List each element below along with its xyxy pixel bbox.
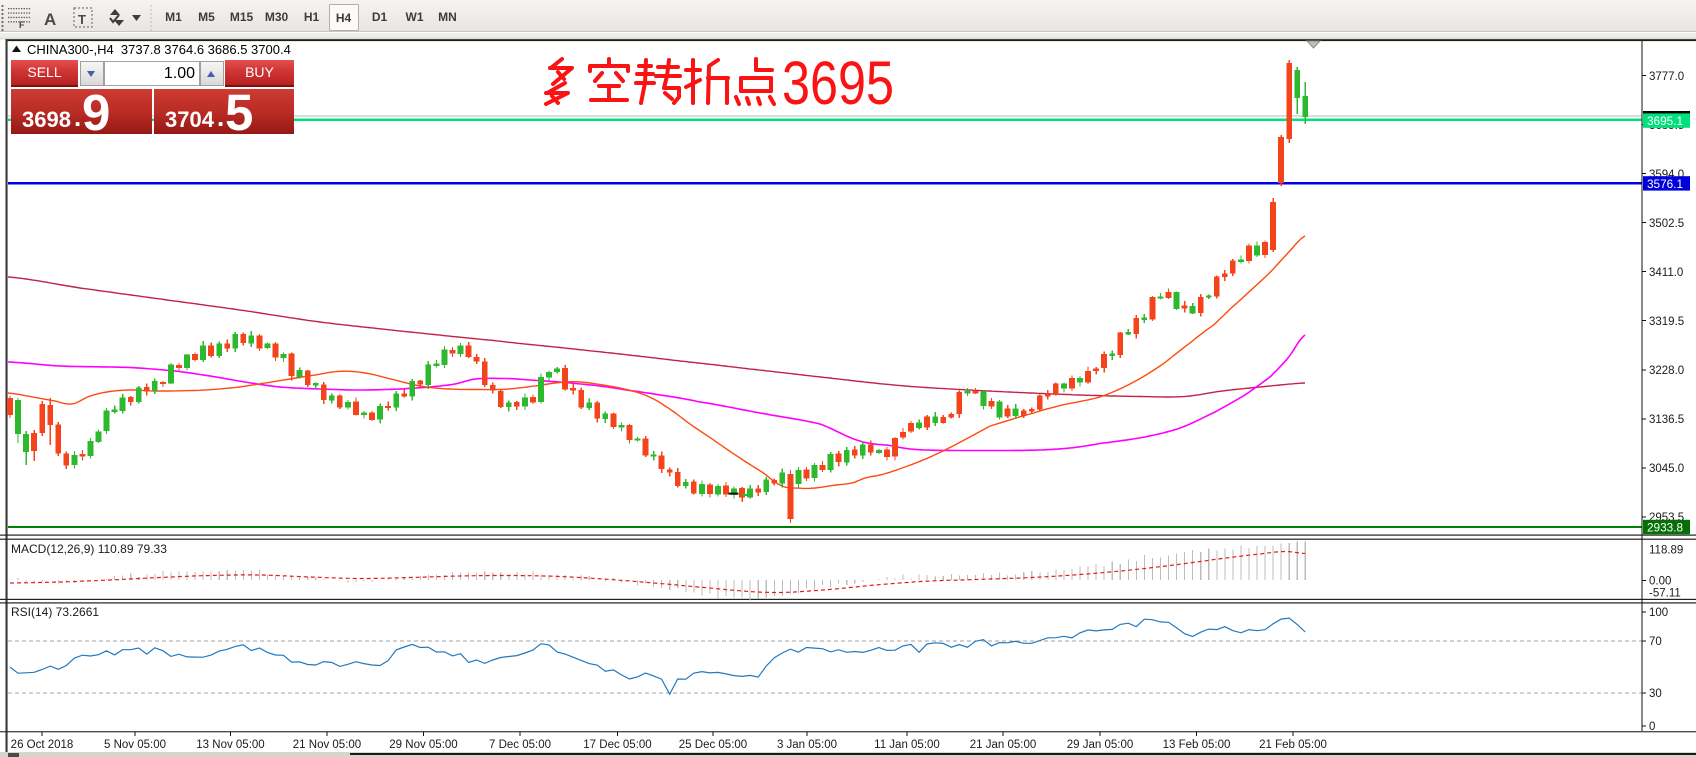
- svg-text:21 Feb 05:00: 21 Feb 05:00: [1259, 739, 1327, 751]
- svg-text:21 Jan 05:00: 21 Jan 05:00: [970, 739, 1037, 751]
- svg-text:3695.1: 3695.1: [1647, 114, 1683, 128]
- svg-text:-57.11: -57.11: [1649, 588, 1681, 600]
- svg-text:RSI(14) 73.2661: RSI(14) 73.2661: [11, 605, 99, 619]
- svg-text:30: 30: [1649, 688, 1662, 700]
- svg-text:3136.5: 3136.5: [1649, 414, 1684, 426]
- svg-text:17 Dec 05:00: 17 Dec 05:00: [583, 739, 651, 751]
- svg-text:21 Nov 05:00: 21 Nov 05:00: [293, 739, 361, 751]
- svg-text:3 Jan 05:00: 3 Jan 05:00: [777, 739, 837, 751]
- svg-text:A: A: [44, 10, 56, 29]
- svg-text:3045.0: 3045.0: [1649, 463, 1684, 475]
- svg-text:3777.0: 3777.0: [1649, 71, 1684, 83]
- svg-text:70: 70: [1649, 636, 1662, 648]
- svg-text:3228.0: 3228.0: [1649, 365, 1684, 377]
- svg-text:3319.5: 3319.5: [1649, 316, 1684, 328]
- svg-text:F: F: [19, 20, 25, 30]
- svg-text:118.89: 118.89: [1649, 545, 1683, 557]
- svg-text:3502.5: 3502.5: [1649, 218, 1684, 230]
- svg-text:13 Feb 05:00: 13 Feb 05:00: [1163, 739, 1231, 751]
- svg-text:3576.1: 3576.1: [1647, 177, 1683, 191]
- svg-text:29 Nov 05:00: 29 Nov 05:00: [389, 739, 457, 751]
- svg-text:26 Oct 2018: 26 Oct 2018: [11, 739, 74, 751]
- svg-text:2933.8: 2933.8: [1647, 520, 1684, 534]
- svg-text:MACD(12,26,9) 110.89 79.33: MACD(12,26,9) 110.89 79.33: [11, 542, 167, 556]
- svg-text:13 Nov 05:00: 13 Nov 05:00: [196, 739, 264, 751]
- svg-text:29 Jan 05:00: 29 Jan 05:00: [1067, 739, 1134, 751]
- svg-text:0: 0: [1649, 721, 1655, 733]
- svg-text:0.00: 0.00: [1649, 576, 1671, 588]
- svg-text:5 Nov 05:00: 5 Nov 05:00: [104, 739, 166, 751]
- svg-text:11 Jan 05:00: 11 Jan 05:00: [874, 739, 940, 751]
- svg-text:3411.0: 3411.0: [1649, 267, 1683, 279]
- svg-text:CHINA300-,H4 3737.8 3764.6 36: CHINA300-,H4 3737.8 3764.6 3686.5 3700.4: [27, 42, 291, 57]
- svg-text:T: T: [78, 12, 86, 27]
- svg-text:7 Dec 05:00: 7 Dec 05:00: [489, 739, 551, 751]
- svg-text:3695: 3695: [782, 49, 894, 117]
- svg-text:25 Dec 05:00: 25 Dec 05:00: [679, 739, 747, 751]
- svg-text:100: 100: [1649, 607, 1668, 619]
